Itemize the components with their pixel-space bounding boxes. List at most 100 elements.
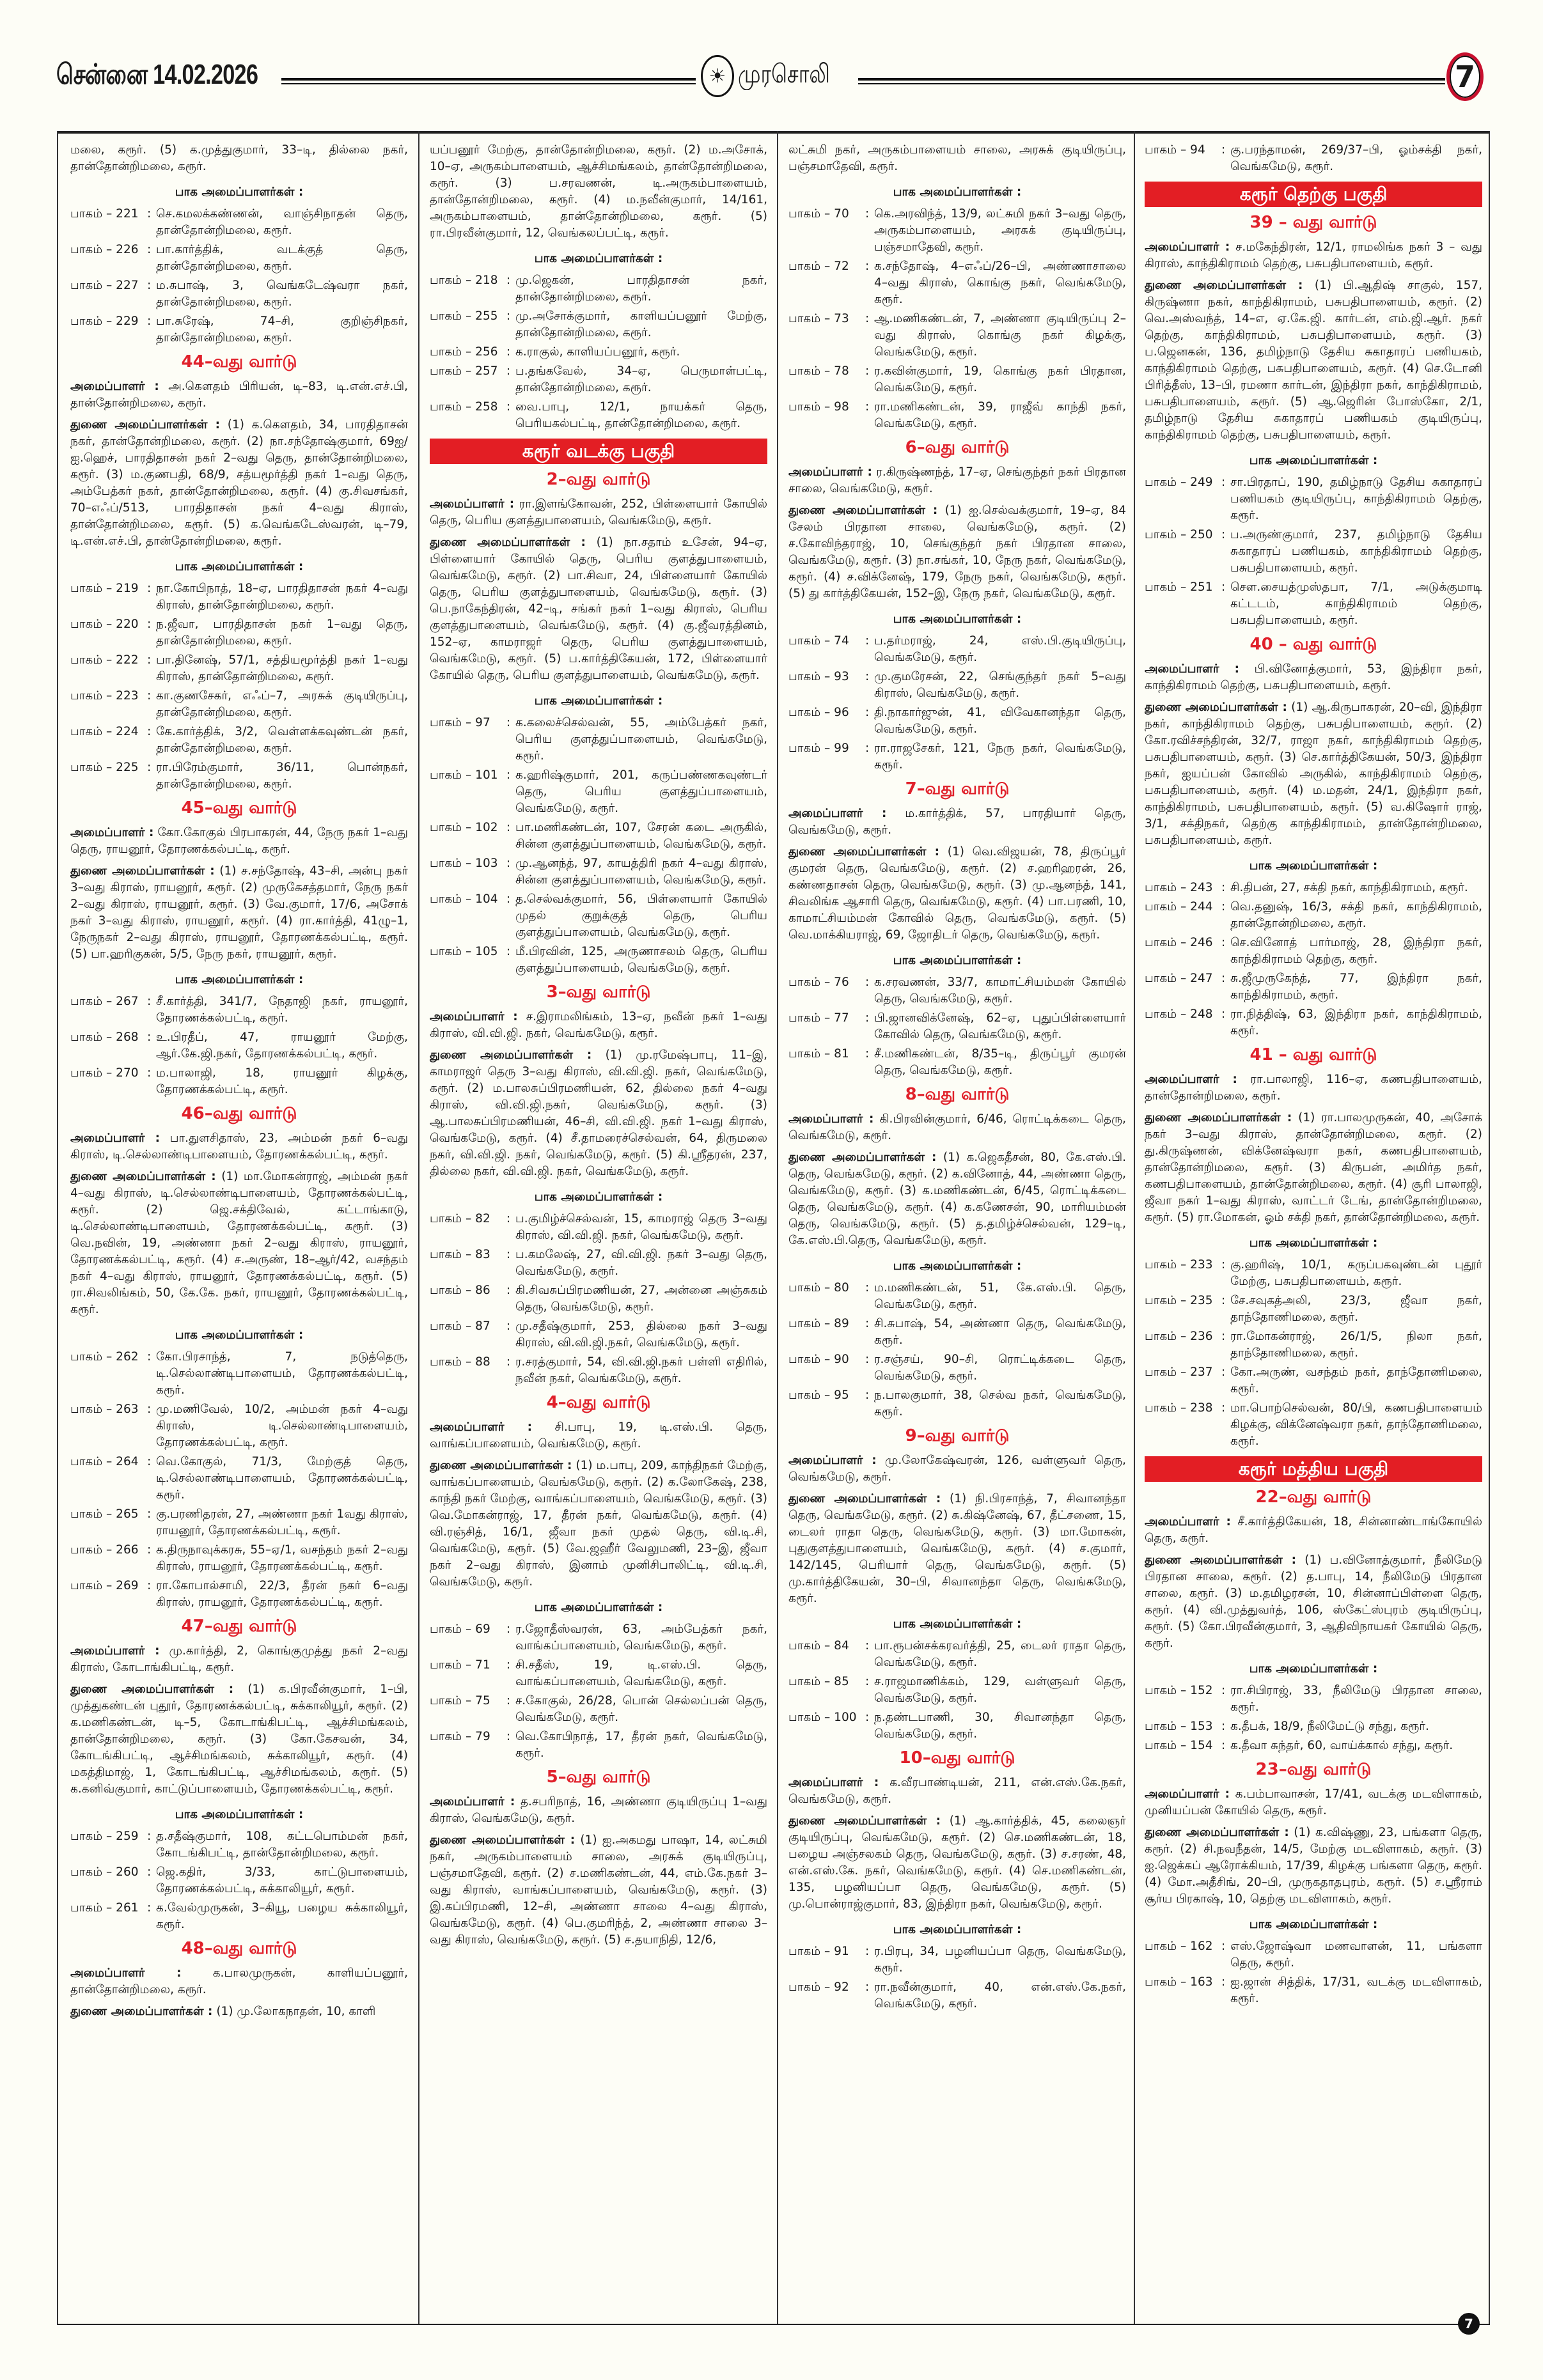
booth-entry: பாகம் – 227: ம.சுபாஷ், 3, வெங்கடேஷ்வரா நக… — [70, 277, 408, 311]
booth-organiser-text: ம.மணிகண்டன், 51, கே.எஸ்.பி. தெரு, வெங்கம… — [874, 1281, 1126, 1311]
booth-label: பாகம் – — [430, 274, 476, 287]
booth-label: பாகம் – — [430, 1694, 476, 1707]
booth-entry: பாகம் – 246: செ.வினோத் பார்மாஜ், 28, இந்த… — [1145, 935, 1482, 968]
booth-entry: பாகம் – 88: ர.சரத்குமார், 54, வி.வி.ஜி.நக… — [430, 1354, 767, 1387]
separator-colon: : — [147, 1507, 152, 1521]
booth-label: பாகம் – — [70, 207, 116, 221]
booth-entry: பாகம் – 81: சீ.மணிகண்டன், 8/35–டி, திருப்… — [788, 1046, 1126, 1079]
booth-organiser-text: ச.கோகுல், 26/28, பொன் செல்லப்பன் தெரு, வ… — [515, 1694, 767, 1724]
booth-label: பாகம் – — [788, 1353, 834, 1366]
booth-organiser-text: த.செல்வக்குமார், 56, பிள்ளையார் கோயில் ம… — [515, 892, 767, 939]
deputy-organisers-entry: துணை அமைப்பாளர்கள் : (1) ஐ.செல்வக்குமார்… — [788, 502, 1126, 602]
booth-label: பாகம் – — [430, 364, 476, 378]
booth-label: பாகம் – — [788, 1945, 834, 1958]
booth-entry: பாகம் – 243: சி.திபன், 27, சக்தி நகர், கா… — [1145, 880, 1482, 896]
booth-organiser-text: ம.பாலாஜி, 18, ராயனூர் கிழக்கு, தோரணக்கல்… — [156, 1066, 408, 1096]
booth-number: பாகம் – 237 — [1145, 1364, 1221, 1397]
organiser-entry: அமைப்பாளர் : அ.கௌதம் பிரியன், டி–83, டி.… — [70, 378, 408, 412]
separator-colon: : — [1221, 881, 1226, 894]
continued-paragraph: லட்சுமி நகர், அருகம்பாளையம் சாலை, அரசுக்… — [788, 143, 1126, 173]
entry-text: (1) க.கௌதம், 34, பாரதிதாசன் நகர், தான்தோ… — [70, 418, 408, 548]
organiser-entry: அமைப்பாளர் : த.சபரிநாத், 16, அண்ணா குடிய… — [430, 1794, 767, 1827]
booth-entry: பாகம் – 259: த.சதீஷ்குமார், 108, கட்டபொம்… — [70, 1828, 408, 1862]
ward-heading: 8–வது வார்டு — [905, 1085, 1010, 1104]
booth-label: பாகம் – — [70, 761, 116, 774]
booth-label: பாகம் – — [1145, 881, 1191, 894]
booth-number: பாகம் – 269 — [70, 1578, 147, 1611]
entry-text: ச.மகேந்திரன், 12/1, ராமலிங்க நகர் 3 – வத… — [1145, 240, 1482, 270]
ward-heading: 39 – வது வார்டு — [1249, 213, 1377, 232]
booth-organiser-text: ம.சுபாஷ், 3, வெங்கடேஷ்வரா நகர், தான்தோன்… — [156, 279, 408, 309]
booth-organiser-text: சௌ.சையத்முஸ்தபா, 7/1, அடுக்குமாடி கட்டடம… — [1230, 580, 1482, 627]
booth-number-value: 88 — [475, 1355, 490, 1369]
booth-organiser-text: ச.ராஜமாணிக்கம், 129, வள்ளுவர் தெரு, வெங்… — [874, 1675, 1126, 1705]
booth-organiser-text: கெ.அரவிந்த், 13/9, லட்சுமி நகர் 3–வது தெ… — [874, 207, 1126, 254]
deputy-organisers-label: துணை அமைப்பாளர்கள் : — [430, 536, 586, 549]
booth-label: பாகம் – — [788, 1011, 834, 1025]
deputy-organisers-entry: துணை அமைப்பாளர்கள் : (1) மு.ரமேஷ்பாபு, 1… — [430, 1047, 767, 1180]
organiser-entry: அமைப்பாளர் : க.பாலமுருகன், காளியப்பனூர்,… — [70, 1965, 408, 1998]
entry-text: க.வீரபாண்டியன், 211, என்.எஸ்.கே.நகர், வெ… — [788, 1776, 1126, 1806]
booth-number: பாகம் – 227 — [70, 277, 147, 311]
entry-text: அ.கௌதம் பிரியன், டி–83, டி.என்.எச்.பி, த… — [70, 380, 408, 410]
booth-number: பாகம் – 251 — [1145, 579, 1221, 629]
ward-heading: 2–வது வார்டு — [546, 470, 651, 489]
booth-number: பாகம் – 153 — [1145, 1718, 1221, 1735]
entry-text: (1) ஐ.அகமது பாஷா, 14, லட்சுமி நகர், அருக… — [430, 1833, 767, 1947]
entry-text: (1) ஆ.கிருபாகரன், 20–வி, இந்திரா நகர், க… — [1145, 701, 1482, 847]
booth-organiser-text: க.திருநாவுக்கரசு, 55–ஏ/1, வசந்தம் நகர் 2… — [156, 1543, 408, 1573]
deputy-organisers-entry: துணை அமைப்பாளர்கள் : (1) க.ஜெகதீசன், 80,… — [788, 1149, 1126, 1249]
entry-text: (1) வெ.விஜயன், 78, திருப்பூர் குமரன் தெர… — [788, 845, 1126, 942]
booth-organiser-text: மா.பொற்செல்வன், 80/பி, கணபதிபாளையம் கிழக… — [1230, 1401, 1482, 1448]
separator-colon: : — [147, 207, 152, 221]
separator-colon: : — [865, 1281, 870, 1295]
booth-organisers-heading: பாக அமைப்பாளர்கள் : — [175, 973, 304, 986]
organiser-entry: அமைப்பாளர் : மு.லோகேஷ்வரன், 126, வள்ளுவர… — [788, 1452, 1126, 1486]
booth-organiser-text: பா.தினேஷ், 57/1, சத்தியமூர்த்தி நகர் 1–வ… — [156, 653, 408, 683]
booth-number-value: 246 — [1190, 936, 1213, 949]
entry-text: ரா.இளங்கோவன், 252, பிள்ளையார் கோயில் தெர… — [430, 497, 767, 527]
booth-number-value: 74 — [834, 634, 849, 648]
booth-organisers-heading: பாக அமைப்பாளர்கள் : — [1249, 859, 1378, 873]
separator-colon: : — [865, 1675, 870, 1688]
organiser-label: அமைப்பாளர் : — [1145, 1787, 1230, 1801]
entry-text: க.பம்பாவாசன், 17/41, வடக்கு மடவிளாகம், ம… — [1145, 1787, 1482, 1817]
booth-label: பாகம் – — [70, 1066, 116, 1080]
booth-number: பாகம் – 259 — [70, 1828, 147, 1862]
booth-entry: பாகம் – 162: எஸ்.ஜோஷ்வா மணவாளன், 11, பங்க… — [1145, 1938, 1482, 1972]
booth-number: பாகம் – 80 — [788, 1280, 865, 1313]
booth-entry: பாகம் – 152: ரா.சிபிராஜ், 33, நீலிமேடு பி… — [1145, 1683, 1482, 1716]
booth-label: பாகம் – — [70, 1830, 116, 1843]
booth-organiser-text: கு.பரந்தாமன், 269/37–பி, ஓம்சக்தி நகர், … — [1230, 143, 1482, 173]
booth-number: பாகம் – 225 — [70, 759, 147, 793]
booth-entry: பாகம் – 251: சௌ.சையத்முஸ்தபா, 7/1, அடுக்க… — [1145, 579, 1482, 629]
booth-entry: பாகம் – 69: ர.ஜோதீஸ்வரன், 63, அம்பேத்கர் … — [430, 1621, 767, 1654]
booth-number: பாகம் – 264 — [70, 1454, 147, 1504]
column-3: லட்சுமி நகர், அருகம்பாளையம் சாலை, அரசுக்… — [788, 142, 1126, 2319]
booth-number-value: 72 — [834, 260, 849, 273]
booth-entry: பாகம் – 70: கெ.அரவிந்த், 13/9, லட்சுமி நக… — [788, 206, 1126, 256]
organiser-label: அமைப்பாளர் : — [430, 497, 515, 511]
booth-number: பாகம் – 257 — [430, 363, 506, 396]
booth-entry: பாகம் – 225: ரா.பிரேம்குமார், 36/11, பொன்… — [70, 759, 408, 793]
booth-organiser-text: க.வேல்முருகன், 3–கியூ, பழைய சுக்காலியூர்… — [156, 1901, 408, 1931]
booth-number: பாகம் – 103 — [430, 855, 506, 889]
separator-colon: : — [1221, 900, 1226, 914]
ward-heading: 23–வது வார்டு — [1255, 1760, 1372, 1779]
booth-organiser-text: ர.ஜோதீஸ்வரன், 63, அம்பேத்கர் நகர், வாங்க… — [515, 1622, 767, 1653]
booth-organiser-text: சீ.மணிகண்டன், 8/35–டி, திருப்பூர் குமரன்… — [874, 1047, 1126, 1077]
booth-entry: பாகம் – 84: பா.ரூபன்சக்கரவர்த்தி, 25, டைல… — [788, 1638, 1126, 1671]
booth-number-value: 84 — [834, 1639, 849, 1653]
booth-label: பாகம் – — [1145, 1294, 1191, 1307]
booth-label: பாகம் – — [430, 1319, 476, 1333]
organiser-entry: அமைப்பாளர் : கோ.கோகுல் பிரபாகரன், 44, நே… — [70, 825, 408, 858]
booth-organiser-text: ரா.பிரேம்குமார், 36/11, பொன்நகர், தான்தோ… — [156, 761, 408, 791]
booth-organiser-text: கோ.அருண், வசந்தம் நகர், தாந்தோணிமலை, கரூ… — [1230, 1365, 1482, 1396]
entry-text: (1) மு.லோகநாதன், 10, காளி — [216, 2005, 376, 2018]
booth-entry: பாகம் – 268: உ.பிரதீப், 47, ராயனூர் மேற்க… — [70, 1029, 408, 1062]
ward-heading: 45–வது வார்டு — [181, 798, 297, 818]
booth-entry: பாகம் – 266: க.திருநாவுக்கரசு, 55–ஏ/1, வச… — [70, 1542, 408, 1575]
deputy-organisers-label: துணை அமைப்பாளர்கள் : — [788, 845, 940, 859]
masthead-title: முரசொலி — [738, 60, 830, 88]
booth-organisers-heading: பாக அமைப்பாளர்கள் : — [175, 185, 304, 199]
